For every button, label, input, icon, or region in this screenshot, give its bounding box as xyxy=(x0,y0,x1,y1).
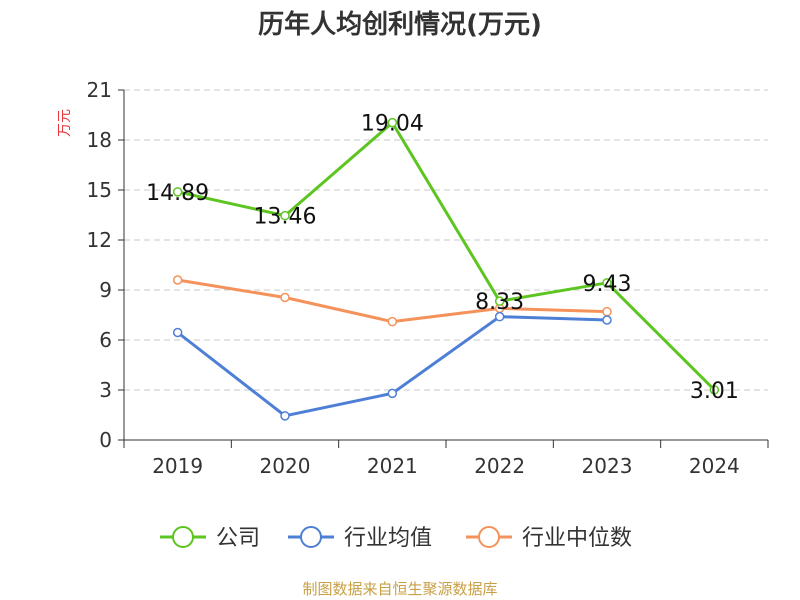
data-point xyxy=(172,187,183,197)
data-point xyxy=(172,275,183,285)
data-point xyxy=(494,311,505,322)
data-label: 9.43 xyxy=(583,272,632,297)
data-point xyxy=(172,327,183,338)
y-tick-label: 0 xyxy=(99,428,112,452)
data-point xyxy=(709,385,720,395)
data-label: 13.46 xyxy=(254,205,317,230)
legend: 公司 行业均值 行业中位数 xyxy=(160,526,632,551)
y-tick-label: 9 xyxy=(99,278,112,302)
data-point xyxy=(494,296,505,306)
x-tick-label: 2023 xyxy=(582,454,633,478)
data-label: 3.01 xyxy=(690,379,739,404)
data-label: 14.89 xyxy=(146,181,209,206)
series-line xyxy=(177,121,716,391)
chart-title: 历年人均创利情况(万元) xyxy=(258,9,542,40)
y-axis-label: 万元 xyxy=(57,109,73,137)
legend-label: 公司 xyxy=(216,526,260,551)
y-tick-label: 15 xyxy=(87,178,112,202)
y-tick-label: 6 xyxy=(99,328,112,352)
axes: 0 3 6 9 12 15 18 21 2019 2020 2021 2022 2023 2024 xyxy=(87,78,769,478)
series-line xyxy=(177,278,608,324)
legend-marker xyxy=(172,526,194,548)
y-tick-label: 3 xyxy=(99,378,112,402)
x-tick-label: 2019 xyxy=(152,454,203,478)
data-point xyxy=(602,306,612,317)
data-label: 8.33 xyxy=(475,290,524,315)
data-point xyxy=(280,292,290,303)
y-tick-label: 18 xyxy=(87,128,112,152)
y-tick-label: 12 xyxy=(87,228,112,252)
legend-marker xyxy=(478,526,500,548)
x-tick-label: 2022 xyxy=(474,454,525,478)
data-labels: 14.89 13.46 19.04 8.33 9.43 3.01 xyxy=(146,112,739,404)
x-tick-label: 2020 xyxy=(260,454,311,478)
data-point xyxy=(602,278,612,288)
data-point xyxy=(387,117,398,128)
data-point xyxy=(387,388,398,399)
grid-lines xyxy=(124,89,768,391)
data-point xyxy=(280,210,290,221)
series-layer xyxy=(172,117,720,421)
x-tick-label: 2024 xyxy=(689,454,740,478)
y-tick-label: 21 xyxy=(87,78,112,102)
data-point xyxy=(387,316,398,327)
legend-label: 行业中位数 xyxy=(522,526,632,551)
data-point xyxy=(280,411,290,421)
data-point xyxy=(602,315,612,325)
x-tick-label: 2021 xyxy=(367,454,418,478)
source-note: 制图数据来自恒生聚源数据库 xyxy=(302,580,497,598)
legend-label: 行业均值 xyxy=(344,526,432,551)
series-line xyxy=(176,315,608,418)
legend-marker xyxy=(300,526,322,548)
data-label: 19.04 xyxy=(361,112,424,137)
